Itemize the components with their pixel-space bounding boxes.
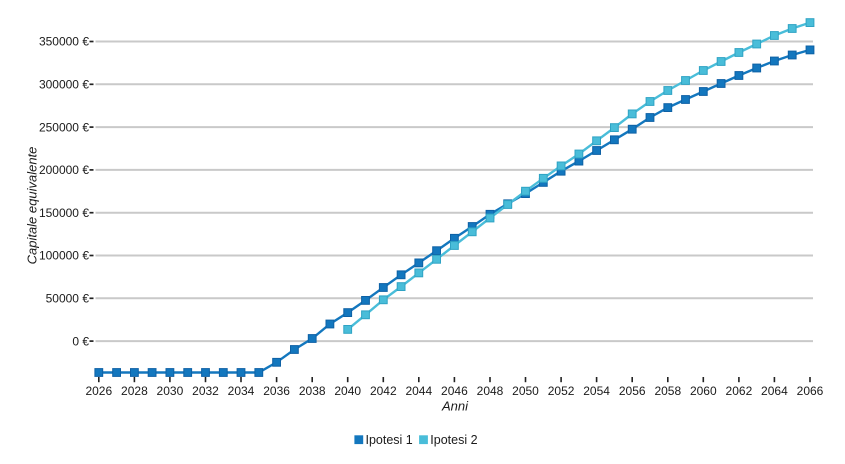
svg-text:2038: 2038 [299,384,326,398]
svg-text:2058: 2058 [654,384,681,398]
svg-text:2048: 2048 [477,384,504,398]
svg-text:2034: 2034 [228,384,255,398]
svg-text:2060: 2060 [690,384,717,398]
svg-text:2064: 2064 [761,384,788,398]
svg-text:Capitale equivalente: Capitale equivalente [25,147,40,265]
svg-text:250000 €: 250000 € [39,120,89,134]
svg-text:2062: 2062 [726,384,753,398]
svg-text:2056: 2056 [619,384,646,398]
svg-text:2032: 2032 [192,384,219,398]
svg-text:2028: 2028 [121,384,148,398]
svg-text:2026: 2026 [85,384,112,398]
svg-text:Anni: Anni [441,399,469,414]
svg-text:300000 €: 300000 € [39,78,89,92]
svg-text:2036: 2036 [263,384,290,398]
svg-text:Ipotesi 2: Ipotesi 2 [430,433,477,447]
svg-text:2052: 2052 [548,384,575,398]
svg-text:0 €: 0 € [72,334,89,348]
svg-text:50000 €: 50000 € [46,292,90,306]
svg-text:2030: 2030 [157,384,184,398]
svg-text:2054: 2054 [583,384,610,398]
svg-text:2042: 2042 [370,384,397,398]
svg-text:350000 €: 350000 € [39,35,89,49]
svg-text:2044: 2044 [405,384,432,398]
svg-text:200000 €: 200000 € [39,163,89,177]
svg-text:2050: 2050 [512,384,539,398]
svg-text:2040: 2040 [334,384,361,398]
svg-text:150000 €: 150000 € [39,206,89,220]
svg-text:2066: 2066 [797,384,824,398]
svg-text:2046: 2046 [441,384,468,398]
svg-text:Ipotesi 1: Ipotesi 1 [366,433,413,447]
svg-text:100000 €: 100000 € [39,249,89,263]
